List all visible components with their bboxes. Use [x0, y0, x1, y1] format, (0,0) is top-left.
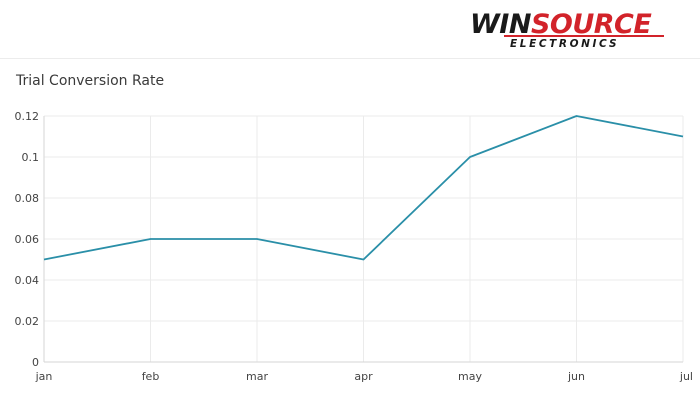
x-tick-label: apr [354, 370, 373, 383]
logo-swoosh [504, 35, 664, 37]
data-point [681, 135, 685, 139]
grid [44, 115, 684, 362]
x-tick-label: mar [246, 370, 268, 383]
logo-part-1: WIN [470, 9, 531, 40]
logo-part-2: SOURCE [530, 9, 652, 40]
data-point [149, 237, 153, 241]
chart-title: Trial Conversion Rate [16, 73, 165, 89]
y-tick-label: 0.1 [22, 151, 40, 164]
y-tick-label: 0 [32, 356, 39, 369]
x-tick-label: jan [35, 370, 53, 383]
y-tick-label: 0.08 [15, 192, 40, 205]
axes [43, 116, 683, 363]
logo-wordmark: WINSOURCE [470, 8, 652, 42]
y-tick-label: 0.04 [15, 274, 40, 287]
y-tick-label: 0.06 [15, 233, 40, 246]
y-tick-label: 0.12 [15, 110, 40, 123]
data-point [468, 155, 472, 159]
x-tick-label: jul [679, 370, 693, 383]
tick-labels: 0 0.02 0.04 0.06 0.08 0.1 0.12 jan feb mar apr may j… [15, 110, 694, 383]
data-point [255, 237, 259, 241]
data-point [42, 258, 46, 262]
y-tick-label: 0.02 [15, 315, 40, 328]
data-point [575, 114, 579, 118]
chart-panel: Trial Conversion Rate [0, 58, 700, 400]
x-tick-label: jun [567, 370, 585, 383]
x-tick-label: may [458, 370, 482, 383]
logo-subtitle: ELECTRONICS [510, 38, 620, 50]
series-line [43, 115, 684, 261]
brand-logo: WINSOURCE ELECTRONICS [466, 8, 666, 54]
data-point [362, 258, 366, 262]
series [42, 114, 685, 262]
x-tick-label: feb [142, 370, 160, 383]
